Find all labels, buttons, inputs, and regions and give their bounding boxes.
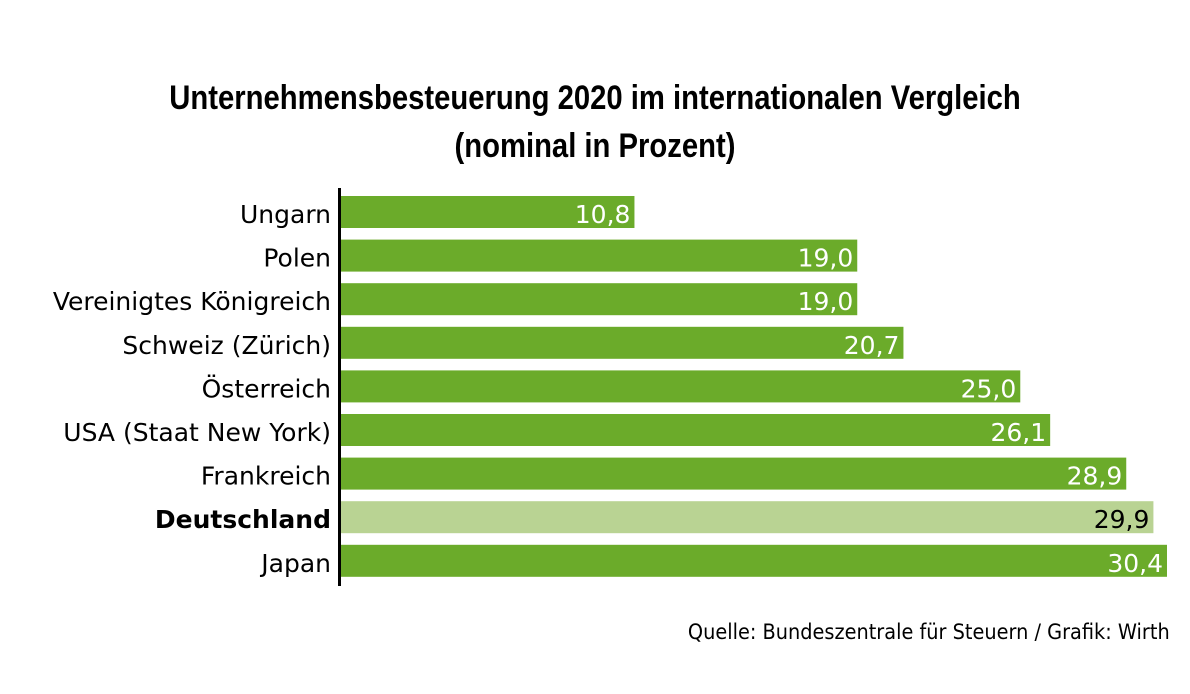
- bar-8: [341, 544, 1167, 577]
- bar-0: [341, 196, 635, 228]
- source-note: Quelle: Bundeszentrale für Steuern / Gra…: [688, 620, 1170, 644]
- data-label-2: 19,0: [798, 287, 854, 316]
- category-label-3: Schweiz (Zürich): [122, 331, 331, 360]
- data-label-4: 25,0: [961, 374, 1017, 403]
- data-label-6: 28,9: [1067, 462, 1123, 491]
- category-label-1: Polen: [263, 244, 331, 273]
- category-label-2: Vereinigtes Königreich: [53, 287, 331, 316]
- bar-2: [341, 283, 858, 316]
- data-label-8: 30,4: [1107, 549, 1163, 578]
- data-label-0: 10,8: [575, 200, 631, 229]
- bar-4: [341, 370, 1021, 403]
- bar-1: [341, 239, 858, 272]
- category-label-8: Japan: [259, 549, 331, 578]
- data-label-1: 19,0: [798, 244, 854, 273]
- category-label-7: Deutschland: [155, 505, 331, 534]
- category-label-6: Frankreich: [201, 462, 331, 491]
- data-label-5: 26,1: [990, 418, 1046, 447]
- bar-6: [341, 457, 1127, 490]
- bar-7: [341, 501, 1154, 534]
- category-label-0: Ungarn: [240, 200, 331, 229]
- category-label-4: Österreich: [202, 374, 331, 403]
- y-axis-line: [338, 188, 341, 586]
- data-label-7: 29,9: [1094, 505, 1150, 534]
- chart-subtitle: (nominal in Prozent): [454, 127, 736, 165]
- bar-5: [341, 414, 1051, 446]
- chart-title: Unternehmensbesteuerung 2020 im internat…: [169, 79, 1021, 117]
- category-label-5: USA (Staat New York): [63, 418, 331, 447]
- bar-3: [341, 326, 904, 359]
- data-label-3: 20,7: [844, 331, 900, 360]
